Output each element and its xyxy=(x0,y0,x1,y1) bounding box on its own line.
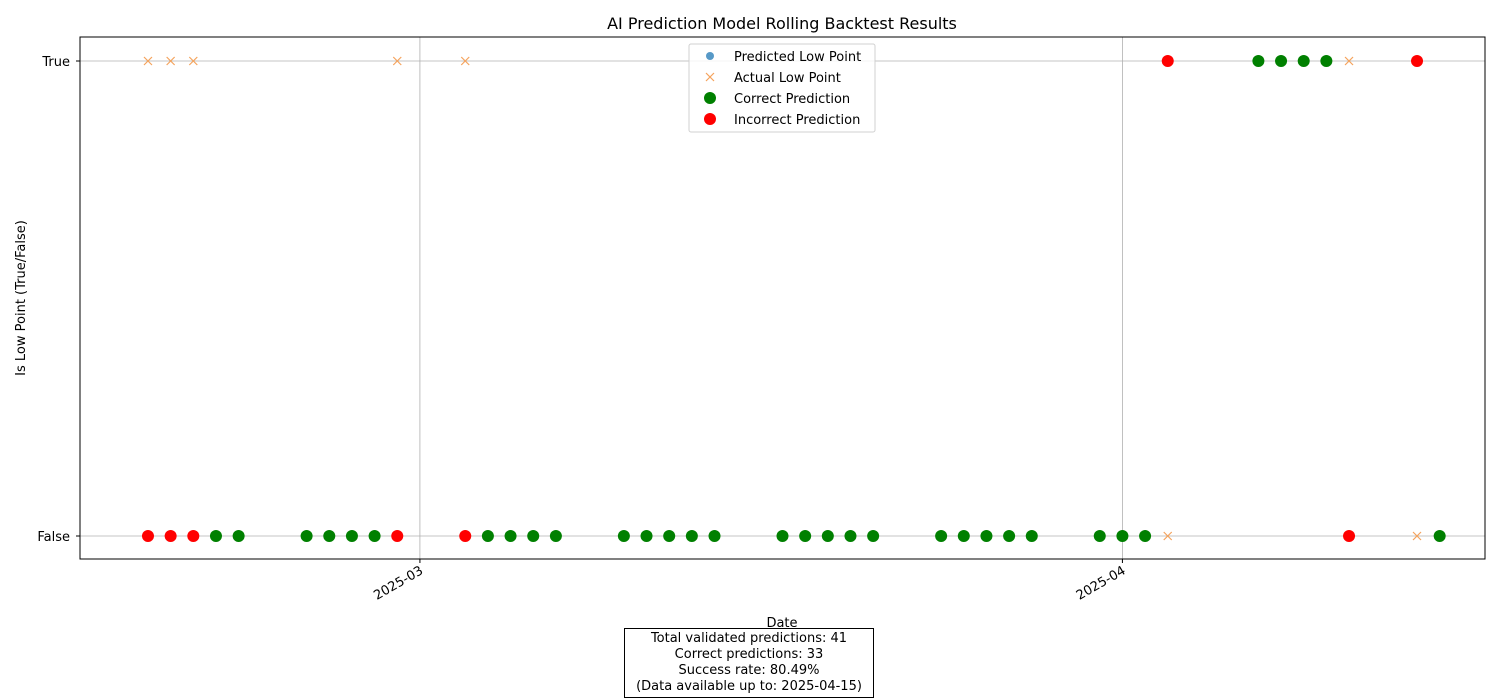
legend-marker-predicted-low-point xyxy=(706,52,714,60)
point-correct-prediction-2025-04-02 xyxy=(1139,530,1152,542)
stats-success-rate: Success rate: 80.49% xyxy=(678,663,820,678)
point-correct-prediction-2025-03-24 xyxy=(935,530,948,542)
stats-correct: Correct predictions: 33 xyxy=(674,647,824,662)
point-correct-prediction-2025-03-13 xyxy=(685,530,698,542)
point-incorrect-prediction-2025-02-28 xyxy=(391,530,404,542)
point-correct-prediction-2025-03-06 xyxy=(527,530,540,542)
stats-data-available: (Data available up to: 2025-04-15) xyxy=(636,679,862,694)
point-correct-prediction-2025-02-25 xyxy=(323,530,336,542)
point-actual-low-point-2025-02-28 xyxy=(392,56,402,66)
legend-label-correct-prediction: Correct Prediction xyxy=(734,92,850,107)
point-correct-prediction-2025-03-19 xyxy=(821,530,834,542)
point-incorrect-prediction-2025-04-03 xyxy=(1161,55,1174,67)
point-incorrect-prediction-2025-02-17 xyxy=(141,530,154,542)
point-correct-prediction-2025-03-25 xyxy=(957,530,970,542)
axis-ticks: False True 2025-03 2025-04 xyxy=(37,55,1128,604)
point-correct-prediction-2025-02-27 xyxy=(368,530,381,542)
point-correct-prediction-2025-03-14 xyxy=(708,530,721,542)
point-correct-prediction-2025-03-28 xyxy=(1025,530,1038,542)
stats-box: Total validated predictions: 41 Correct … xyxy=(624,628,874,698)
point-correct-prediction-2025-04-15 xyxy=(1433,530,1446,542)
x-axis-label: Date xyxy=(766,616,797,631)
point-correct-prediction-2025-03-20 xyxy=(844,530,857,542)
point-actual-low-point-2025-02-18 xyxy=(166,56,176,66)
point-correct-prediction-2025-03-10 xyxy=(617,530,630,542)
x-tick-label-2025-04: 2025-04 xyxy=(1074,563,1129,603)
point-correct-prediction-2025-03-18 xyxy=(799,530,812,542)
point-incorrect-prediction-2025-02-18 xyxy=(164,530,177,542)
point-correct-prediction-2025-03-12 xyxy=(663,530,676,542)
point-correct-prediction-2025-03-11 xyxy=(640,530,653,542)
stats-total: Total validated predictions: 41 xyxy=(650,631,848,646)
point-correct-prediction-2025-03-17 xyxy=(776,530,789,542)
point-correct-prediction-2025-04-01 xyxy=(1116,530,1129,542)
point-incorrect-prediction-2025-02-19 xyxy=(187,530,200,542)
point-actual-low-point-2025-04-14 xyxy=(1412,531,1422,541)
point-correct-prediction-2025-03-05 xyxy=(504,530,517,542)
data-points xyxy=(141,55,1446,542)
legend: Predicted Low Point Actual Low Point Corre… xyxy=(688,43,876,133)
point-correct-prediction-2025-03-04 xyxy=(481,530,494,542)
point-correct-prediction-2025-03-21 xyxy=(867,530,880,542)
point-correct-prediction-2025-03-31 xyxy=(1093,530,1106,542)
legend-marker-actual-low-point xyxy=(705,72,715,82)
legend-label-predicted-low-point: Predicted Low Point xyxy=(734,50,861,65)
series-correct-prediction xyxy=(209,55,1446,542)
legend-marker-correct-prediction xyxy=(704,92,716,104)
legend-label-incorrect-prediction: Incorrect Prediction xyxy=(734,113,860,128)
plot-frame xyxy=(79,36,1486,560)
point-incorrect-prediction-2025-04-14 xyxy=(1411,55,1424,67)
x-tick-label-2025-03: 2025-03 xyxy=(371,563,426,603)
point-actual-low-point-2025-03-03 xyxy=(460,56,470,66)
point-correct-prediction-2025-02-20 xyxy=(209,530,222,542)
chart-title: AI Prediction Model Rolling Backtest Res… xyxy=(607,14,957,33)
point-incorrect-prediction-2025-03-03 xyxy=(459,530,472,542)
point-correct-prediction-2025-03-27 xyxy=(1003,530,1016,542)
point-actual-low-point-2025-02-19 xyxy=(188,56,198,66)
series-actual-low-point xyxy=(143,56,1422,541)
point-correct-prediction-2025-02-21 xyxy=(232,530,245,542)
y-axis-label: Is Low Point (True/False) xyxy=(14,220,29,376)
y-tick-label-true: True xyxy=(41,55,70,70)
point-correct-prediction-2025-04-08 xyxy=(1275,55,1288,67)
point-correct-prediction-2025-04-09 xyxy=(1297,55,1310,67)
point-correct-prediction-2025-02-24 xyxy=(300,530,313,542)
point-actual-low-point-2025-04-11 xyxy=(1344,56,1354,66)
point-actual-low-point-2025-02-17 xyxy=(143,56,153,66)
point-actual-low-point-2025-04-03 xyxy=(1163,531,1173,541)
legend-frame xyxy=(688,43,876,133)
legend-label-actual-low-point: Actual Low Point xyxy=(734,71,841,86)
series-incorrect-prediction xyxy=(141,55,1424,542)
point-correct-prediction-2025-04-10 xyxy=(1320,55,1333,67)
point-incorrect-prediction-2025-04-11 xyxy=(1343,530,1356,542)
point-correct-prediction-2025-02-26 xyxy=(345,530,358,542)
point-correct-prediction-2025-04-07 xyxy=(1252,55,1265,67)
y-tick-label-false: False xyxy=(37,530,70,545)
point-correct-prediction-2025-03-07 xyxy=(549,530,562,542)
point-correct-prediction-2025-03-26 xyxy=(980,530,993,542)
legend-marker-incorrect-prediction xyxy=(704,113,716,125)
